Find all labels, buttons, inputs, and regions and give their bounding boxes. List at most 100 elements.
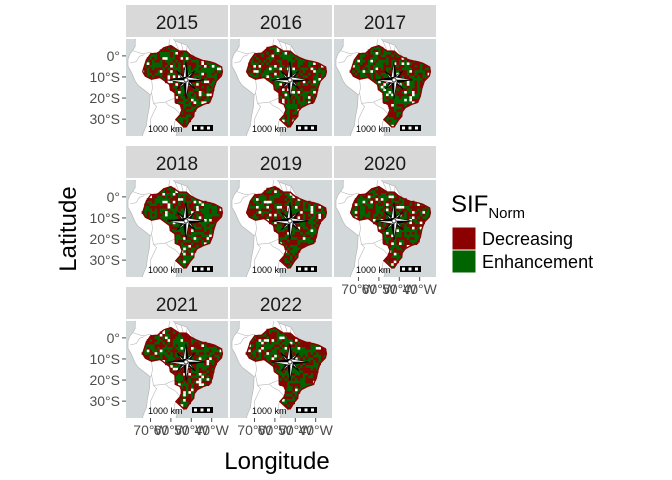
sif-cell bbox=[271, 331, 275, 334]
sif-cell bbox=[162, 354, 165, 358]
sif-cell bbox=[170, 226, 173, 230]
sif-cell bbox=[180, 67, 184, 71]
sif-cell bbox=[196, 91, 199, 94]
sif-cell bbox=[305, 347, 308, 350]
sif-cell bbox=[146, 62, 150, 65]
sif-cell bbox=[209, 91, 212, 94]
compass-center bbox=[183, 359, 189, 365]
sif-cell bbox=[388, 70, 392, 73]
sif-cell bbox=[414, 85, 418, 89]
sif-cell bbox=[295, 339, 298, 342]
sif-cell bbox=[360, 67, 363, 71]
sif-cell bbox=[302, 80, 306, 84]
sif-cell bbox=[191, 344, 194, 347]
sif-cell bbox=[427, 70, 431, 73]
sif-cell bbox=[422, 211, 425, 214]
facet-strip bbox=[230, 5, 332, 37]
sif-cell bbox=[191, 57, 194, 60]
sif-cell bbox=[279, 98, 282, 102]
sif-cell bbox=[274, 59, 277, 63]
lat-tick-label: 10°S bbox=[89, 210, 120, 226]
sif-cell bbox=[300, 344, 303, 347]
sif-cell bbox=[295, 388, 298, 392]
sif-cell bbox=[204, 232, 207, 235]
scale-bar-segment bbox=[402, 126, 405, 130]
sif-cell bbox=[373, 219, 376, 222]
sif-cell bbox=[172, 336, 176, 340]
sif-cell bbox=[188, 339, 191, 342]
sif-cell bbox=[310, 211, 314, 214]
sif-cell bbox=[396, 85, 399, 89]
sif-cell bbox=[248, 352, 251, 355]
sif-cell bbox=[391, 242, 394, 245]
sif-cell bbox=[391, 237, 394, 240]
sif-cell bbox=[185, 198, 189, 201]
sif-cell bbox=[310, 78, 314, 81]
sif-cell bbox=[183, 336, 186, 340]
sif-cell bbox=[321, 213, 324, 217]
sif-cell bbox=[412, 221, 415, 225]
sif-cell bbox=[287, 124, 290, 128]
sif-cell bbox=[165, 341, 168, 345]
sif-cell bbox=[162, 62, 165, 65]
sif-cell bbox=[162, 211, 165, 214]
sif-cell bbox=[284, 62, 288, 65]
map-geometry bbox=[127, 39, 224, 136]
sif-cell bbox=[188, 347, 191, 350]
sif-cell bbox=[287, 245, 290, 248]
country-border bbox=[234, 336, 249, 346]
sif-cell bbox=[321, 216, 324, 219]
sif-cell bbox=[409, 78, 412, 81]
sif-cell bbox=[282, 399, 285, 402]
sif-cell bbox=[211, 219, 215, 222]
scale-bar-segment bbox=[298, 408, 301, 412]
sif-cell bbox=[198, 83, 202, 86]
sif-cell bbox=[417, 219, 420, 222]
sif-cell bbox=[175, 331, 178, 334]
sif-cell bbox=[266, 206, 269, 209]
sif-cell bbox=[206, 362, 210, 366]
sif-cell bbox=[271, 339, 275, 342]
sif-cell bbox=[284, 229, 288, 232]
sif-cell bbox=[188, 388, 191, 392]
sif-cell bbox=[318, 347, 321, 350]
sif-cell bbox=[289, 239, 293, 243]
sif-cell bbox=[269, 62, 272, 65]
sif-cell bbox=[201, 75, 204, 78]
sif-cell bbox=[271, 49, 275, 52]
sif-cell bbox=[198, 216, 202, 219]
sif-cell bbox=[253, 347, 256, 350]
sif-cell bbox=[159, 193, 163, 196]
sif-cell bbox=[406, 59, 410, 63]
sif-cell bbox=[263, 216, 267, 219]
sif-cell bbox=[217, 67, 220, 71]
sif-cell bbox=[300, 229, 303, 232]
sif-cell bbox=[263, 193, 267, 196]
sif-cell bbox=[383, 62, 386, 65]
sif-cell bbox=[315, 347, 319, 350]
sif-cell bbox=[380, 75, 384, 78]
compass-rose-icon bbox=[166, 60, 206, 100]
sif-cell bbox=[188, 242, 191, 245]
sif-cell bbox=[198, 344, 202, 347]
sif-cell bbox=[178, 239, 181, 243]
sif-cell bbox=[276, 365, 280, 368]
sif-cell bbox=[211, 365, 215, 368]
sif-cell bbox=[152, 72, 155, 76]
sif-cell bbox=[172, 70, 176, 73]
sif-cell bbox=[266, 49, 269, 52]
sif-cell bbox=[287, 52, 290, 55]
sif-cell bbox=[417, 65, 420, 68]
sif-cell bbox=[373, 187, 376, 191]
sif-cell bbox=[365, 54, 368, 58]
sif-cell bbox=[289, 396, 293, 399]
sif-cell bbox=[391, 252, 394, 256]
sif-cell bbox=[378, 193, 381, 196]
sif-cell bbox=[217, 72, 220, 76]
sif-cell bbox=[258, 211, 262, 214]
sif-cell bbox=[183, 65, 186, 68]
sif-cell bbox=[183, 57, 186, 60]
sif-cell bbox=[206, 373, 210, 376]
sif-cell bbox=[175, 380, 178, 384]
sif-cell bbox=[401, 206, 405, 209]
